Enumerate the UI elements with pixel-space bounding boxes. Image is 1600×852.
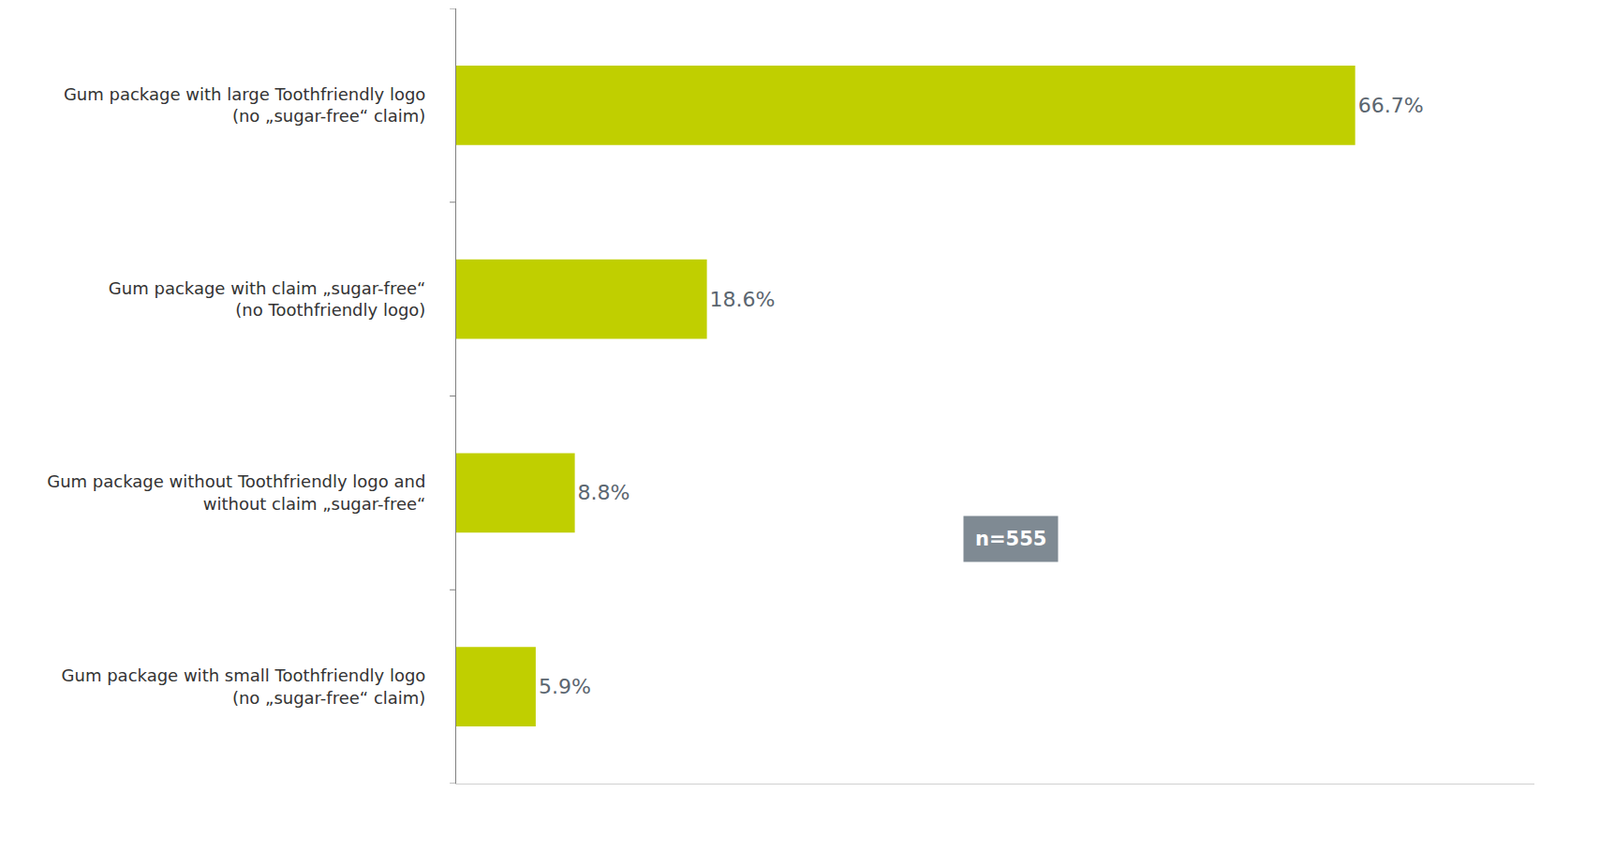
svg-text:Gum package with claim „sugar-: Gum package with claim „sugar-free“(no T…: [108, 278, 427, 320]
svg-text:Gum package with large Toothfr: Gum package with large Toothfriendly log…: [63, 84, 426, 126]
svg-text:n=555: n=555: [975, 527, 1047, 550]
svg-text:5.9%: 5.9%: [538, 674, 592, 698]
svg-text:66.7%: 66.7%: [1358, 93, 1424, 118]
svg-text:Gum package with small Toothfr: Gum package with small Toothfriendly log…: [61, 665, 427, 707]
svg-text:18.6%: 18.6%: [710, 287, 776, 312]
svg-text:Gum package without Toothfrien: Gum package without Toothfriendly logo a…: [46, 471, 426, 513]
svg-text:8.8%: 8.8%: [577, 480, 631, 504]
